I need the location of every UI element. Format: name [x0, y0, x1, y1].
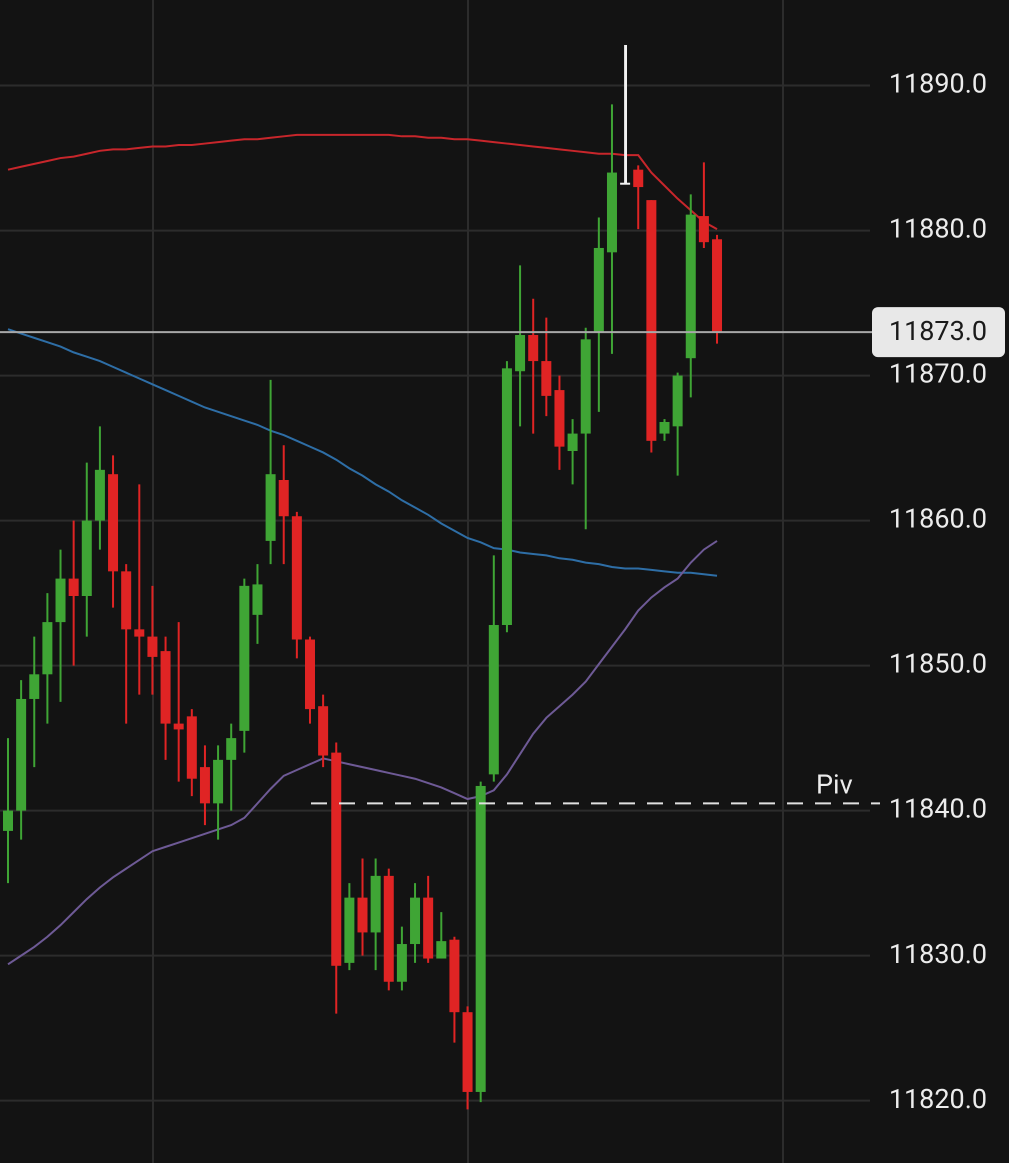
- y-tick-label: 11890.0: [889, 68, 987, 100]
- last-price-box: [872, 307, 1005, 358]
- candle-body: [580, 339, 591, 434]
- candle-body: [29, 674, 40, 699]
- last-price-label: 11873.0: [889, 315, 987, 347]
- y-tick-label: 11820.0: [889, 1083, 987, 1115]
- candle-body: [3, 810, 13, 831]
- candle-body: [94, 469, 105, 521]
- pivot-label: Piv: [816, 768, 853, 800]
- candle-body: [291, 516, 302, 640]
- candle-body: [147, 636, 158, 657]
- candle-body: [108, 474, 119, 572]
- candle-body: [55, 578, 66, 623]
- candle-body: [239, 585, 250, 731]
- candle-body: [606, 172, 617, 253]
- candle-body: [121, 571, 132, 630]
- candle-body: [331, 752, 342, 966]
- candle-body: [265, 474, 276, 541]
- candle-body: [423, 897, 434, 959]
- candle-body: [488, 625, 499, 775]
- moving-average-line: [7, 540, 718, 966]
- candle-body: [698, 216, 709, 243]
- candle-body: [383, 875, 394, 982]
- candle-body: [318, 706, 329, 756]
- y-tick-label: 11880.0: [889, 213, 987, 245]
- candle-body: [659, 421, 670, 434]
- candle-body: [515, 334, 526, 372]
- moving-average-line: [7, 328, 718, 577]
- y-tick-label: 11860.0: [889, 503, 987, 535]
- candle-body: [410, 897, 421, 945]
- candle-body: [620, 182, 631, 185]
- candle-body: [396, 944, 407, 982]
- candle-body: [357, 897, 368, 933]
- candle-body: [370, 875, 381, 933]
- candle-body: [278, 479, 289, 517]
- candle-body: [567, 433, 578, 451]
- candle-body: [304, 639, 315, 710]
- candle-body: [712, 239, 723, 333]
- y-tick-label: 11830.0: [889, 938, 987, 970]
- candle-body: [672, 375, 683, 427]
- candle-body: [685, 214, 696, 359]
- y-tick-label: 11840.0: [889, 793, 987, 825]
- candle-body: [68, 578, 79, 597]
- candle-body: [226, 738, 237, 760]
- candles: [3, 44, 723, 1110]
- candle-body: [449, 939, 460, 1013]
- candle-body: [16, 698, 27, 811]
- candle-body: [42, 622, 53, 675]
- candle-body: [252, 584, 263, 615]
- candle-body: [134, 629, 145, 637]
- overlay: 11820.0 11830.0 11840.0 11850.0 11860.0 11870…: [0, 68, 1005, 1115]
- candle-body: [199, 767, 210, 804]
- candle-body: [173, 723, 184, 730]
- moving-averages: [7, 133, 718, 966]
- candle-body: [213, 759, 224, 804]
- y-tick-label: 11870.0: [889, 358, 987, 390]
- y-tick-label: 11850.0: [889, 648, 987, 680]
- candle-body: [541, 361, 552, 396]
- candle-body: [593, 247, 604, 333]
- candle-body: [81, 520, 92, 597]
- candle-body: [475, 785, 486, 1092]
- grid: [0, 84, 870, 1102]
- candle-body: [160, 651, 171, 724]
- candle-body: [344, 897, 355, 963]
- candle-body: [186, 716, 197, 779]
- candle-body: [528, 334, 539, 362]
- candle-body: [633, 169, 644, 188]
- candle-body: [436, 941, 447, 959]
- moving-average-line: [7, 133, 718, 230]
- candle-body: [501, 368, 512, 626]
- candle-body: [646, 200, 657, 441]
- candle-body: [554, 390, 565, 447]
- candle-body: [462, 1012, 473, 1092]
